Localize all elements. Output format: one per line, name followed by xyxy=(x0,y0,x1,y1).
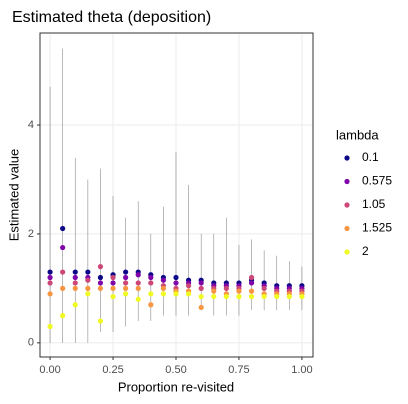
point xyxy=(148,280,154,286)
legend-label: 0.575 xyxy=(362,174,392,188)
point xyxy=(173,291,179,297)
point xyxy=(60,225,66,232)
point xyxy=(47,280,53,286)
point xyxy=(72,302,78,308)
point xyxy=(198,280,204,286)
point xyxy=(211,288,217,294)
point xyxy=(110,274,116,281)
point xyxy=(123,280,129,286)
point xyxy=(223,293,229,300)
point xyxy=(60,285,66,291)
point xyxy=(123,291,129,297)
point xyxy=(135,285,141,291)
point xyxy=(123,269,129,275)
point xyxy=(160,291,167,297)
point xyxy=(185,291,192,297)
point xyxy=(97,318,104,324)
point xyxy=(135,272,141,278)
point xyxy=(97,285,104,291)
y-tick-label: 4 xyxy=(28,119,34,131)
point xyxy=(85,277,91,283)
legend-label: 0.1 xyxy=(362,150,379,164)
point xyxy=(223,285,229,291)
legend-title: lambda xyxy=(336,127,379,142)
point xyxy=(60,313,66,319)
point xyxy=(248,288,255,294)
point xyxy=(160,277,167,283)
chart-title: Estimated theta (deposition) xyxy=(12,9,211,26)
point xyxy=(72,280,78,286)
point xyxy=(211,293,217,300)
legend-key xyxy=(344,225,350,232)
point xyxy=(160,285,167,291)
point xyxy=(85,291,91,297)
x-tick-label: 0.25 xyxy=(102,364,123,376)
point xyxy=(248,280,255,286)
point xyxy=(198,285,204,291)
legend-label: 1.525 xyxy=(362,221,392,235)
point xyxy=(85,285,91,291)
point xyxy=(47,274,53,281)
point xyxy=(123,285,129,291)
legend-key xyxy=(344,202,350,208)
point xyxy=(110,285,116,291)
x-tick-label: 0.50 xyxy=(165,364,186,376)
point xyxy=(148,274,154,281)
point xyxy=(60,269,66,275)
point xyxy=(185,283,192,289)
point xyxy=(97,280,104,286)
point xyxy=(72,285,78,291)
point xyxy=(110,280,116,286)
point xyxy=(261,293,267,300)
point xyxy=(248,293,255,300)
point xyxy=(135,280,141,286)
point xyxy=(47,291,53,297)
point xyxy=(85,269,91,275)
y-tick-label: 0 xyxy=(28,337,34,349)
point xyxy=(148,302,154,308)
point xyxy=(72,269,78,275)
point xyxy=(261,285,267,291)
point xyxy=(60,244,66,251)
legend-label: 1.05 xyxy=(362,197,386,211)
point xyxy=(123,274,129,281)
legend-key xyxy=(344,249,350,255)
point xyxy=(299,293,305,300)
point xyxy=(173,274,179,281)
point xyxy=(97,264,104,270)
x-tick-label: 0.75 xyxy=(228,364,249,376)
panel-border xyxy=(39,32,314,358)
point xyxy=(47,269,53,275)
point xyxy=(47,323,53,330)
legend-key xyxy=(344,178,350,185)
point xyxy=(148,291,154,297)
point xyxy=(248,274,255,281)
point xyxy=(110,293,116,300)
point xyxy=(72,274,78,281)
point xyxy=(135,296,141,302)
point xyxy=(198,293,204,300)
y-tick-label: 2 xyxy=(28,228,34,240)
x-axis-title: Proportion re-visited xyxy=(118,379,234,394)
legend-key xyxy=(344,155,350,161)
point xyxy=(198,304,204,311)
x-tick-label: 1.00 xyxy=(291,364,312,376)
legend-label: 2 xyxy=(362,244,369,258)
point xyxy=(236,288,242,294)
x-tick-label: 0.00 xyxy=(39,364,60,376)
point xyxy=(274,293,280,300)
y-axis-title: Estimated value xyxy=(6,149,21,242)
panel xyxy=(40,33,313,357)
point xyxy=(97,274,104,281)
point xyxy=(286,293,292,300)
point xyxy=(173,280,179,286)
point xyxy=(236,293,242,300)
